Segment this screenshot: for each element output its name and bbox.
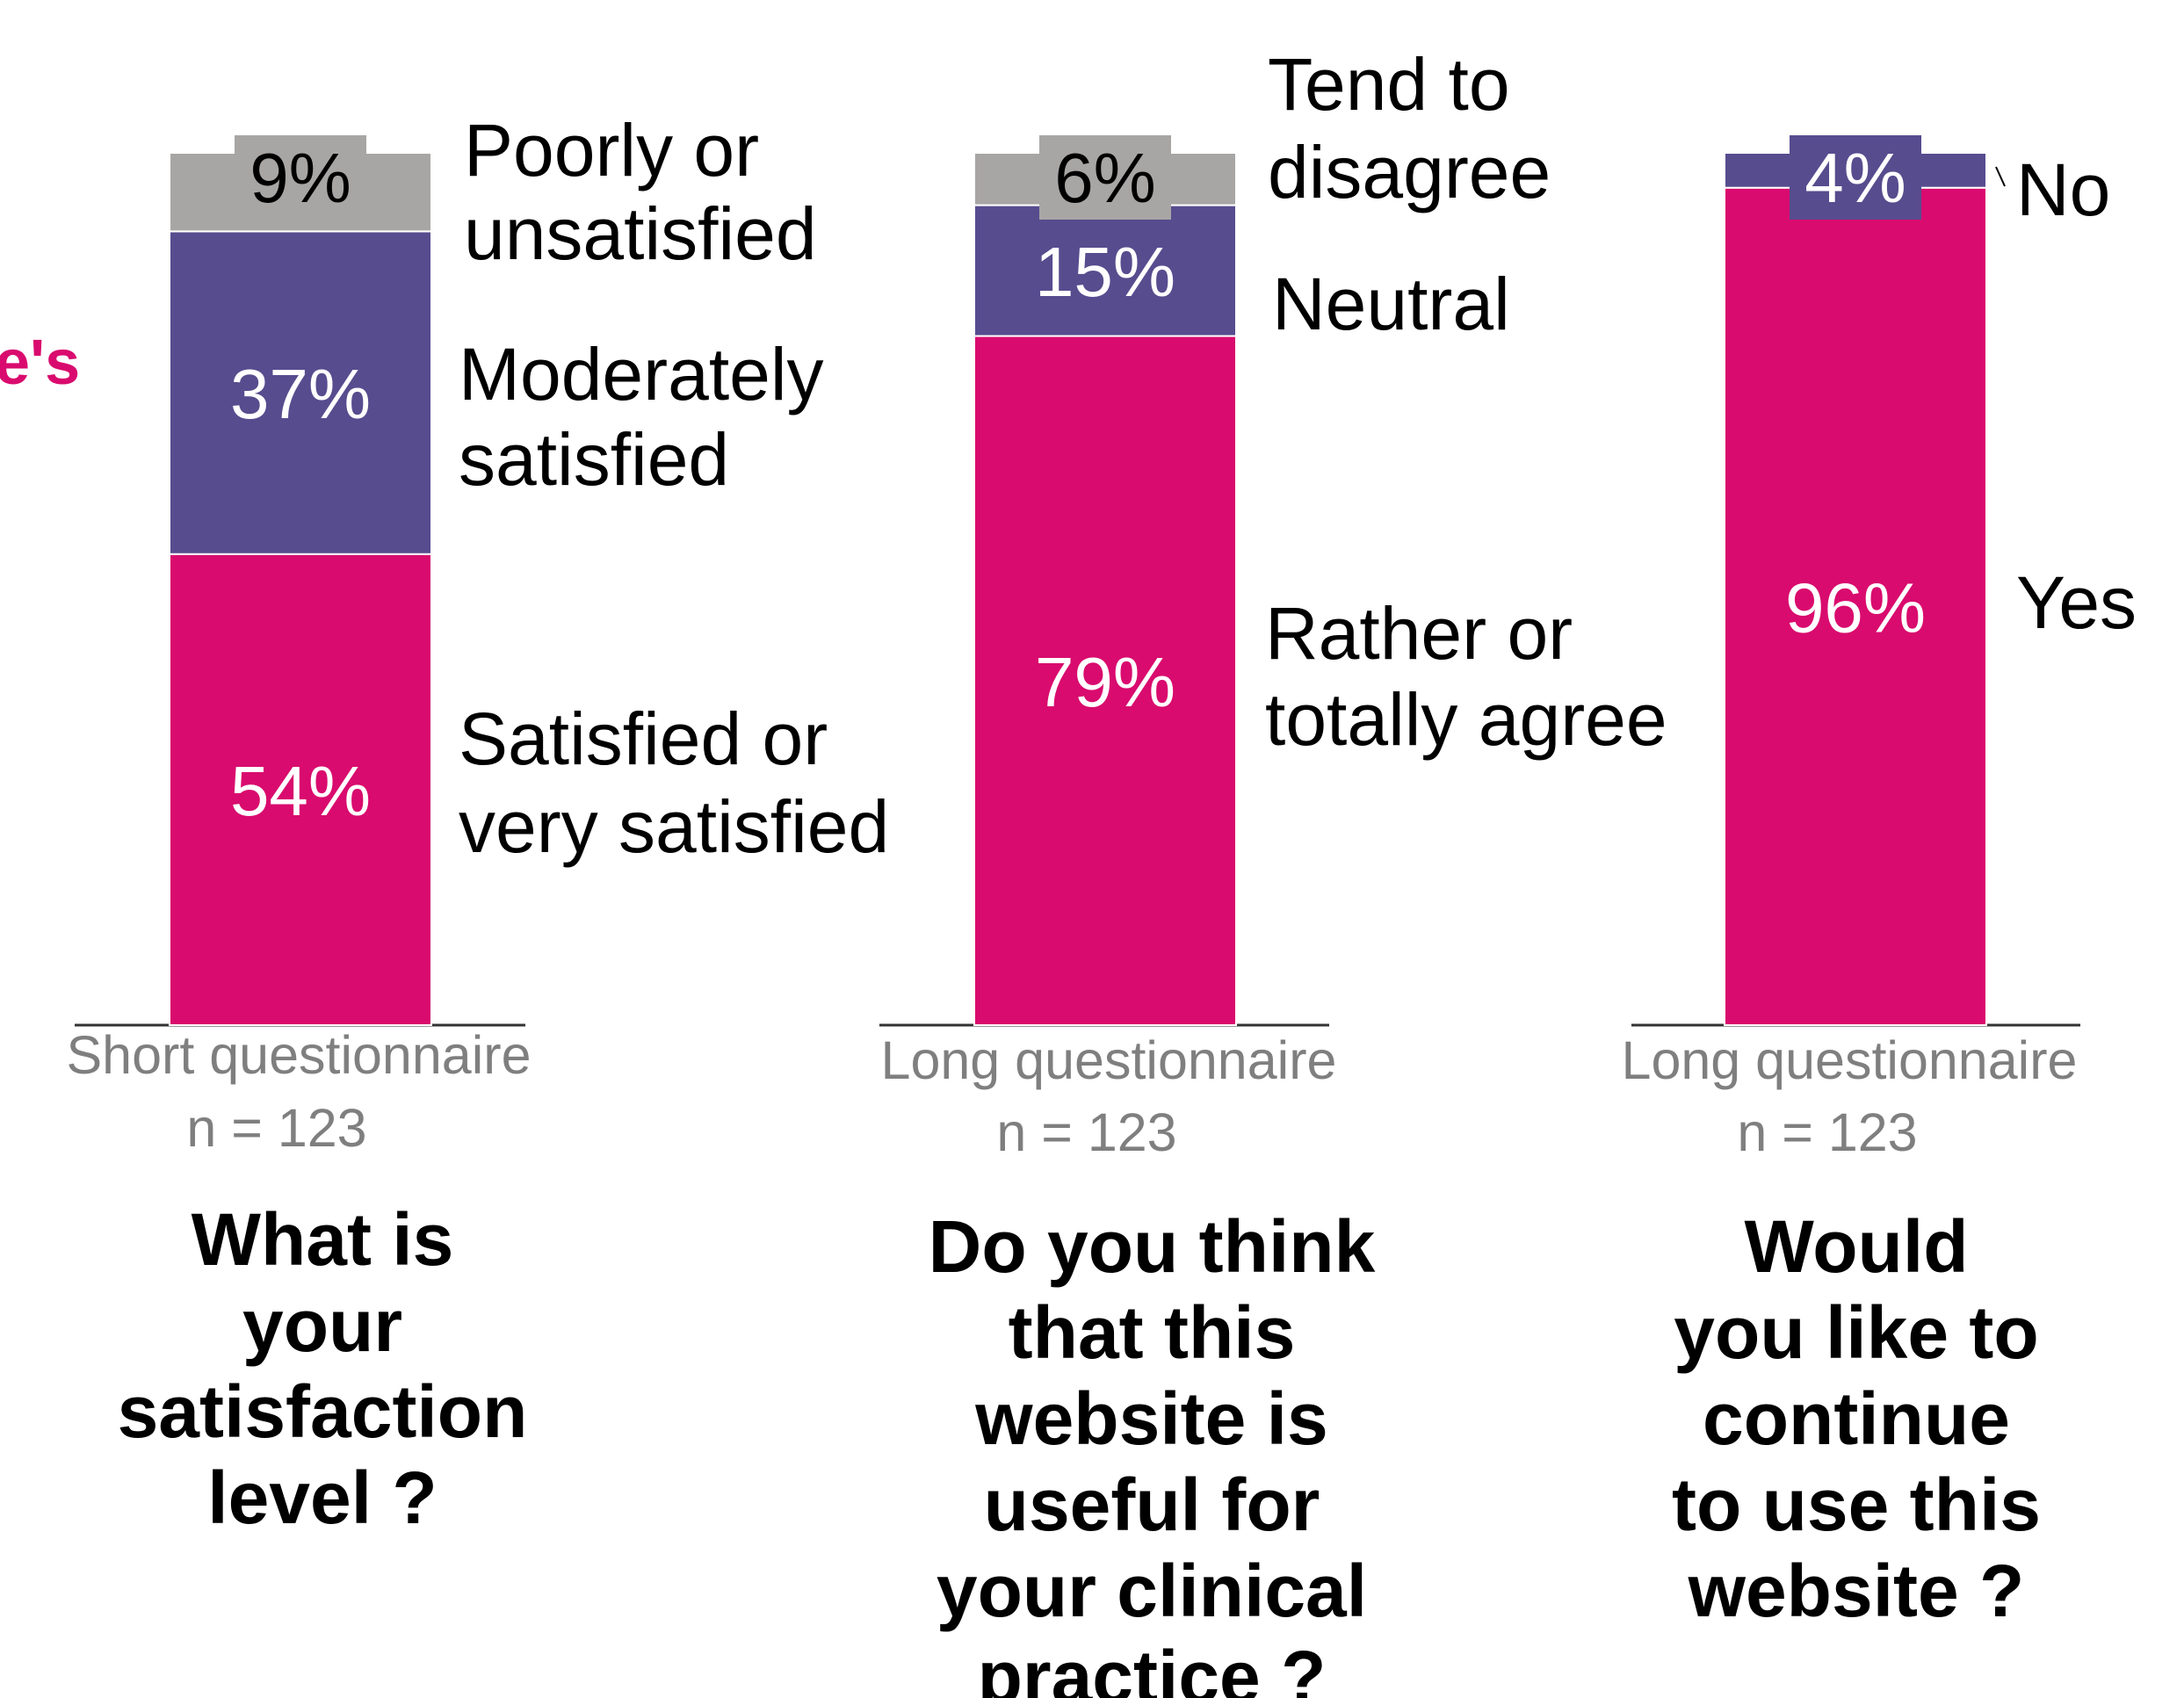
value-label: 37% (230, 355, 371, 433)
value-label: 79% (1035, 643, 1175, 721)
value-label-box (1790, 135, 1921, 220)
series-label: Neutral (1272, 263, 1510, 345)
question-text-line: you like to (1674, 1291, 2038, 1374)
question-text-line: your clinical (937, 1550, 1367, 1632)
sample-size-label: n = 123 (186, 1098, 366, 1158)
value-label: 15% (1035, 233, 1175, 311)
bar-segment (169, 553, 432, 1026)
question-text-line: website ? (1688, 1550, 2025, 1632)
value-label: 96% (1785, 568, 1926, 647)
leader-line (1995, 166, 2006, 187)
series-label-line: totally agree (1265, 678, 1667, 761)
series-label: Yes (2016, 561, 2137, 644)
question-text-line: practice ? (978, 1636, 1327, 1698)
chart-2: 79% Rather or totally agree 15% Neutral 6% Ten… (879, 43, 1667, 1698)
series-label-line: disagree (1268, 131, 1551, 213)
question-text-line: useful for (984, 1463, 1320, 1546)
questionnaire-label: Long questionnaire (1622, 1030, 2078, 1090)
chart-3: 96% Yes 4% No Long questionnaire n = 123 Would… (1622, 135, 2137, 1632)
series-label-line: Poorly or (464, 109, 759, 191)
question-text-line: to use this (1672, 1463, 2041, 1546)
value-label: 6% (1054, 139, 1156, 217)
series-label-line: Rather or (1265, 592, 1573, 675)
series-label-line: Tend to (1268, 43, 1510, 126)
charts-layer: 54% Satisfied or very satisfied 37% Moderate… (66, 43, 2137, 1698)
question-text-line: level ? (207, 1456, 437, 1539)
series-label: Tend to disagree (1268, 43, 1551, 213)
value-label: 9% (249, 139, 351, 217)
series-label: Moderately satisfied (459, 333, 824, 501)
series-label-line: No (2016, 148, 2110, 231)
question-text: What is your satisfaction level ? (118, 1198, 528, 1539)
series-label-line: unsatisfied (464, 192, 817, 275)
question-text-line: your (242, 1284, 402, 1367)
question-text-line: continue (1703, 1377, 2010, 1460)
bar-segment (169, 230, 432, 555)
question-text-line: website is (974, 1377, 1328, 1460)
questionnaire-label: Short questionnaire (66, 1025, 531, 1085)
sample-size-label: n = 123 (1737, 1102, 1917, 1162)
questionnaire-label: Long questionnaire (881, 1030, 1337, 1090)
series-label-line: Yes (2016, 561, 2137, 644)
question-text-line: that this (1009, 1291, 1296, 1374)
question-text-line: Would (1744, 1205, 1968, 1288)
sample-size-label: n = 123 (996, 1102, 1176, 1162)
series-label: Rather or totally agree (1265, 592, 1667, 761)
question-text: Would you like to continue to use this websi… (1672, 1205, 2041, 1632)
series-label-line: Moderately (459, 333, 824, 415)
series-label-line: Satisfied or (459, 697, 828, 780)
series-label: Satisfied or very satisfied (459, 697, 889, 868)
value-label: 54% (230, 752, 371, 830)
series-label-line: very satisfied (459, 785, 889, 868)
value-label: 4% (1804, 139, 1906, 217)
question-text-line: What is (192, 1198, 454, 1281)
value-label-box (235, 135, 366, 220)
question-text-line: satisfaction (118, 1370, 528, 1453)
series-label-line: satisfied (459, 418, 729, 501)
value-label-box (1039, 135, 1171, 220)
series-label: Poorly or unsatisfied (464, 109, 817, 275)
cut-off-label: e's (0, 328, 80, 398)
series-label-line: Neutral (1272, 263, 1510, 345)
series-label: No (2016, 148, 2110, 231)
question-text: Do you think that this website is useful fo… (929, 1205, 1376, 1698)
chart-1: 54% Satisfied or very satisfied 37% Moderate… (66, 109, 889, 1539)
question-text-line: Do you think (929, 1205, 1376, 1288)
